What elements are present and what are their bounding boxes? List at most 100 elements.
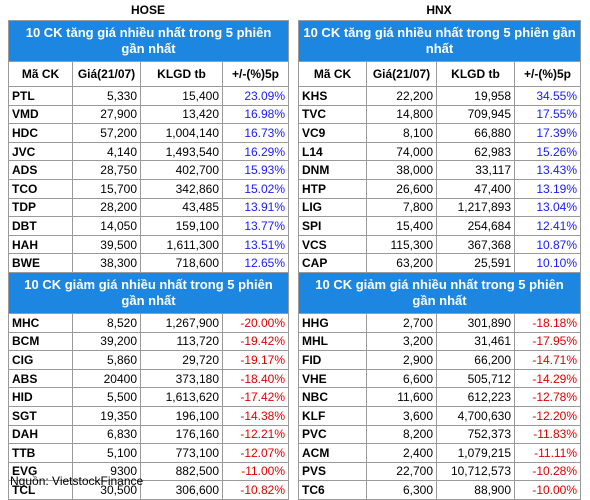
- cell-code: MHL: [298, 331, 367, 352]
- column-header-row: Mã CK Giá(21/07) KLGD tb +/-(%)5p: [8, 61, 290, 87]
- cell-volume: 66,880: [436, 123, 515, 143]
- cell-code: VCS: [298, 234, 367, 255]
- cell-code: CIG: [8, 350, 73, 370]
- cell-price: 3,600: [366, 405, 437, 426]
- cell-change: 16.73%: [221, 123, 290, 143]
- cell-price: 38,300: [72, 253, 141, 273]
- cell-code: TDP: [8, 197, 73, 218]
- cell-price: 6,300: [366, 480, 437, 500]
- cell-change: -10.00%: [513, 480, 582, 500]
- cell-volume: 10,712,573: [436, 461, 515, 482]
- cell-volume: 373,180: [140, 368, 223, 389]
- cell-change: 10.10%: [513, 253, 582, 273]
- table-row: EVG 9300 882,500 -11.00%: [8, 461, 290, 482]
- cell-code: HTP: [298, 178, 367, 199]
- cell-volume: 33,117: [436, 160, 515, 180]
- cell-price: 38,000: [366, 160, 437, 180]
- cell-price: 57,200: [72, 123, 141, 143]
- cell-price: 7,800: [366, 197, 437, 218]
- cell-change: 34.55%: [513, 86, 582, 106]
- cell-price: 2,900: [366, 350, 437, 370]
- table-row: TDP 28,200 43,485 13.91%: [8, 197, 290, 218]
- losers-heading-text: 10 CK giảm giá nhiều nhất trong 5 phiên …: [297, 271, 582, 314]
- cell-code: HDC: [8, 123, 73, 143]
- cell-change: -14.29%: [513, 368, 582, 389]
- cell-change: -18.18%: [513, 312, 582, 333]
- cell-volume: 31,461: [436, 331, 515, 352]
- hnx-title: HNX: [426, 3, 452, 17]
- cell-volume: 306,600: [140, 480, 223, 500]
- cell-volume: 15,400: [140, 86, 223, 106]
- cell-code: SPI: [298, 216, 367, 236]
- cell-price: 28,750: [72, 160, 141, 180]
- cell-code: BCM: [8, 331, 73, 352]
- cell-change: 15.02%: [221, 178, 290, 199]
- cell-volume: 718,600: [140, 253, 223, 273]
- cell-price: 115,300: [366, 234, 437, 255]
- cell-volume: 1,267,900: [140, 312, 223, 333]
- gainers-heading-text: 10 CK tăng giá nhiều nhất trong 5 phiên …: [7, 20, 290, 62]
- table-row: FID 2,900 66,200 -14.71%: [298, 350, 582, 370]
- cell-change: -12.07%: [221, 443, 290, 463]
- cell-change: -19.17%: [221, 350, 290, 370]
- table-row: HID 5,500 1,613,620 -17.42%: [8, 387, 290, 407]
- table-row: NBC 11,600 612,223 -12.78%: [298, 387, 582, 407]
- cell-change: -12.20%: [513, 405, 582, 426]
- cell-change: 16.98%: [221, 104, 290, 125]
- cell-change: -17.95%: [513, 331, 582, 352]
- cell-volume: 62,983: [436, 141, 515, 162]
- cell-change: -19.42%: [221, 331, 290, 352]
- cell-change: -14.71%: [513, 350, 582, 370]
- column-header-price: Giá(21/07): [72, 61, 141, 87]
- cell-price: 22,700: [366, 461, 437, 482]
- table-row: TVC 14,800 709,945 17.55%: [298, 104, 582, 125]
- cell-price: 15,400: [366, 216, 437, 236]
- column-header-change: +/-(%)5p: [221, 61, 290, 87]
- table-row: VCS 115,300 367,368 10.87%: [298, 234, 582, 255]
- cell-change: 23.09%: [221, 86, 290, 106]
- cell-price: 14,050: [72, 216, 141, 236]
- cell-volume: 254,684: [436, 216, 515, 236]
- cell-volume: 13,420: [140, 104, 223, 125]
- cell-change: 15.26%: [513, 141, 582, 162]
- cell-price: 5,330: [72, 86, 141, 106]
- column-header-volume: KLGD tb: [140, 61, 223, 87]
- table-row: DAH 6,830 176,160 -12.21%: [8, 424, 290, 445]
- table-row: ACM 2,400 1,079,215 -11.11%: [298, 443, 582, 463]
- cell-volume: 66,200: [436, 350, 515, 370]
- cell-code: PVS: [298, 461, 367, 482]
- cell-code: ACM: [298, 443, 367, 463]
- cell-volume: 1,004,140: [140, 123, 223, 143]
- table-row: DNM 38,000 33,117 13.43%: [298, 160, 582, 180]
- table-row: KLF 3,600 4,700,630 -12.20%: [298, 405, 582, 426]
- cell-change: -18.40%: [221, 368, 290, 389]
- cell-price: 11,600: [366, 387, 437, 407]
- cell-change: -20.00%: [221, 312, 290, 333]
- cell-change: 16.29%: [221, 141, 290, 162]
- cell-volume: 88,900: [436, 480, 515, 500]
- cell-code: BWE: [8, 253, 73, 273]
- table-row: KHS 22,200 19,958 34.55%: [298, 86, 582, 106]
- cell-volume: 19,958: [436, 86, 515, 106]
- cell-volume: 882,500: [140, 461, 223, 482]
- table-row: PVS 22,700 10,712,573 -10.28%: [298, 461, 582, 482]
- table-row: MHL 3,200 31,461 -17.95%: [298, 331, 582, 352]
- cell-change: -12.78%: [513, 387, 582, 407]
- cell-code: SGT: [8, 405, 73, 426]
- cell-price: 8,200: [366, 424, 437, 445]
- hose-table: 10 CK tăng giá nhiều nhất trong 5 phiên …: [7, 20, 290, 500]
- column-header-change: +/-(%)5p: [513, 61, 582, 87]
- cell-volume: 196,100: [140, 405, 223, 426]
- cell-price: 22,200: [366, 86, 437, 106]
- cell-code: MHC: [8, 312, 73, 333]
- cell-price: 27,900: [72, 104, 141, 125]
- gainers-heading: 10 CK tăng giá nhiều nhất trong 5 phiên …: [7, 20, 290, 62]
- cell-code: TC6: [298, 480, 367, 500]
- cell-code: NBC: [298, 387, 367, 407]
- cell-change: 13.77%: [221, 216, 290, 236]
- losers-heading-text: 10 CK giảm giá nhiều nhất trong 5 phiên …: [7, 271, 290, 314]
- cell-change: 13.51%: [221, 234, 290, 255]
- table-row: VC9 8,100 66,880 17.39%: [298, 123, 582, 143]
- table-row: TC6 6,300 88,900 -10.00%: [298, 480, 582, 500]
- cell-volume: 367,368: [436, 234, 515, 255]
